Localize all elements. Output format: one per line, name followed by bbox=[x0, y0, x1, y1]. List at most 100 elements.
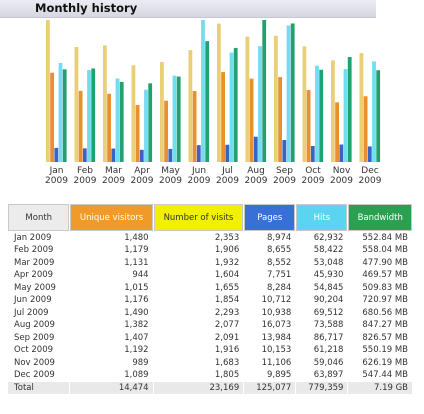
cell-month: Jul 2009 bbox=[14, 307, 49, 318]
cell-bandwidth: 826.57 MB bbox=[362, 332, 408, 343]
year-label: 2009 bbox=[102, 176, 125, 186]
bar-bandwidth-apr bbox=[148, 83, 153, 162]
cell-bandwidth: 680.56 MB bbox=[362, 307, 408, 318]
cell-visitors: 1,089 bbox=[124, 370, 149, 381]
cell-hits: 58,422 bbox=[313, 245, 344, 256]
monthly-history-chart: Jan2009Feb2009Mar2009Apr2009May2009Jun20… bbox=[45, 20, 382, 186]
cell-month: Sep 2009 bbox=[14, 332, 55, 343]
bar-bandwidth-jul bbox=[233, 47, 238, 163]
cell-pages: 8,974 bbox=[267, 232, 292, 243]
bar-bandwidth-aug bbox=[262, 20, 267, 162]
bar-visitors-aug bbox=[249, 78, 254, 162]
bar-visits-dec bbox=[359, 53, 364, 163]
table-row: Jul 2009 1,490 2,293 10,938 69,512 680.56 MB bbox=[8, 307, 412, 319]
table-row: Nov 2009 989 1,683 11,106 59,046 626.19 MB bbox=[8, 357, 412, 369]
table-row: Jun 2009 1,176 1,854 10,712 90,204 720.97 MB bbox=[8, 295, 412, 307]
table-row: Dec 2009 1,089 1,805 9,895 63,897 547.44 MB bbox=[8, 370, 412, 382]
cell-bandwidth: 509.83 MB bbox=[362, 282, 408, 293]
cell-pages: 8,655 bbox=[267, 245, 292, 256]
cell-hits: 62,932 bbox=[313, 232, 344, 243]
cell-bandwidth: 477.90 MB bbox=[362, 257, 408, 268]
cell-hits: 69,512 bbox=[313, 307, 344, 318]
cell-month: Aug 2009 bbox=[14, 320, 55, 331]
bar-pages-nov bbox=[339, 144, 344, 162]
column-header-unique-visitors: Unique visitors bbox=[70, 204, 153, 231]
bar-bandwidth-jun bbox=[205, 41, 210, 163]
bar-hits-feb bbox=[87, 70, 91, 162]
bar-visitors-jun bbox=[192, 91, 197, 162]
bar-pages-dec bbox=[367, 146, 372, 162]
cell-visits: 2,293 bbox=[214, 307, 240, 318]
cell-visits: 1,805 bbox=[214, 370, 240, 381]
year-label: 2009 bbox=[302, 176, 325, 186]
cell-visits: 1,655 bbox=[214, 282, 240, 293]
total-month: Total bbox=[8, 382, 70, 394]
total-bandwidth: 7.19 GB bbox=[348, 382, 412, 394]
cell-month: Dec 2009 bbox=[14, 370, 55, 381]
cell-pages: 11,106 bbox=[261, 357, 292, 368]
cell-visitors: 1,382 bbox=[124, 320, 149, 331]
column-header-bandwidth: Bandwidth bbox=[348, 204, 412, 231]
bar-visits-apr bbox=[131, 65, 136, 162]
cell-pages: 16,073 bbox=[261, 320, 292, 331]
bar-visitors-apr bbox=[135, 105, 140, 162]
cell-visits: 1,906 bbox=[214, 245, 240, 256]
cell-visitors: 1,490 bbox=[124, 307, 149, 318]
month-label: Jun bbox=[191, 166, 206, 176]
table-row: Oct 2009 1,192 1,916 10,153 61,218 550.19 MB bbox=[8, 345, 412, 357]
cell-hits: 61,218 bbox=[313, 345, 344, 356]
cell-visits: 1,604 bbox=[214, 270, 240, 281]
year-label: 2009 bbox=[273, 176, 296, 186]
cell-bandwidth: 720.97 MB bbox=[362, 295, 408, 306]
bar-visitors-mar bbox=[107, 93, 111, 162]
bar-pages-oct bbox=[310, 146, 315, 162]
total-hits: 779,359 bbox=[296, 382, 348, 394]
year-label: 2009 bbox=[159, 176, 182, 186]
monthly-stats-table: Month Unique visitors Number of visits P… bbox=[7, 203, 413, 395]
cell-bandwidth: 547.44 MB bbox=[362, 370, 408, 381]
cell-hits: 53,048 bbox=[313, 257, 344, 268]
bar-pages-apr bbox=[139, 149, 144, 162]
cell-pages: 8,284 bbox=[267, 282, 292, 293]
table-row: Aug 2009 1,382 2,077 16,073 73,588 847.27 MB bbox=[8, 320, 412, 332]
bar-visits-may bbox=[160, 62, 164, 162]
table-row: Mar 2009 1,131 1,932 8,552 53,048 477.90 MB bbox=[8, 257, 412, 269]
bar-visits-oct bbox=[302, 46, 307, 162]
total-visits: 23,169 bbox=[153, 382, 244, 394]
cell-visitors: 989 bbox=[132, 357, 149, 368]
bar-hits-oct bbox=[315, 65, 319, 162]
cell-visits: 1,683 bbox=[214, 357, 240, 368]
cell-visits: 2,091 bbox=[214, 332, 240, 343]
table-row: May 2009 1,015 1,655 8,284 54,845 509.83 MB bbox=[8, 282, 412, 294]
cell-visitors: 944 bbox=[132, 270, 149, 281]
bar-visitors-feb bbox=[78, 90, 83, 162]
table-row: Apr 2009 944 1,604 7,751 45,930 469.57 MB bbox=[8, 270, 412, 282]
cell-visits: 1,916 bbox=[214, 345, 240, 356]
cell-pages: 10,712 bbox=[261, 295, 292, 306]
cell-month: Mar 2009 bbox=[14, 257, 55, 268]
cell-hits: 90,204 bbox=[313, 295, 344, 306]
cell-pages: 10,938 bbox=[261, 307, 292, 318]
cell-visitors: 1,407 bbox=[124, 332, 149, 343]
bar-pages-may bbox=[168, 148, 173, 162]
section-header: Monthly history bbox=[0, 0, 376, 18]
year-label: 2009 bbox=[45, 176, 68, 186]
bar-visits-sep bbox=[274, 35, 278, 162]
year-label: 2009 bbox=[74, 176, 97, 186]
bar-pages-mar bbox=[111, 148, 116, 162]
bar-visitors-nov bbox=[335, 102, 339, 162]
bar-visits-feb bbox=[74, 46, 79, 162]
cell-visitors: 1,015 bbox=[124, 282, 149, 293]
bar-visits-mar bbox=[103, 45, 107, 162]
bar-hits-nov bbox=[343, 69, 348, 162]
year-label: 2009 bbox=[359, 176, 382, 186]
table-row: Feb 2009 1,179 1,906 8,655 58,422 558.04 MB bbox=[8, 245, 412, 257]
bar-visitors-oct bbox=[306, 90, 311, 162]
table-header-row: Month Unique visitors Number of visits P… bbox=[8, 204, 412, 231]
cell-visitors: 1,480 bbox=[124, 232, 149, 243]
bar-hits-dec bbox=[372, 61, 376, 162]
cell-hits: 63,897 bbox=[313, 370, 344, 381]
cell-bandwidth: 847.27 MB bbox=[362, 320, 408, 331]
month-label: Apr bbox=[134, 166, 150, 176]
month-label: Feb bbox=[77, 166, 93, 176]
